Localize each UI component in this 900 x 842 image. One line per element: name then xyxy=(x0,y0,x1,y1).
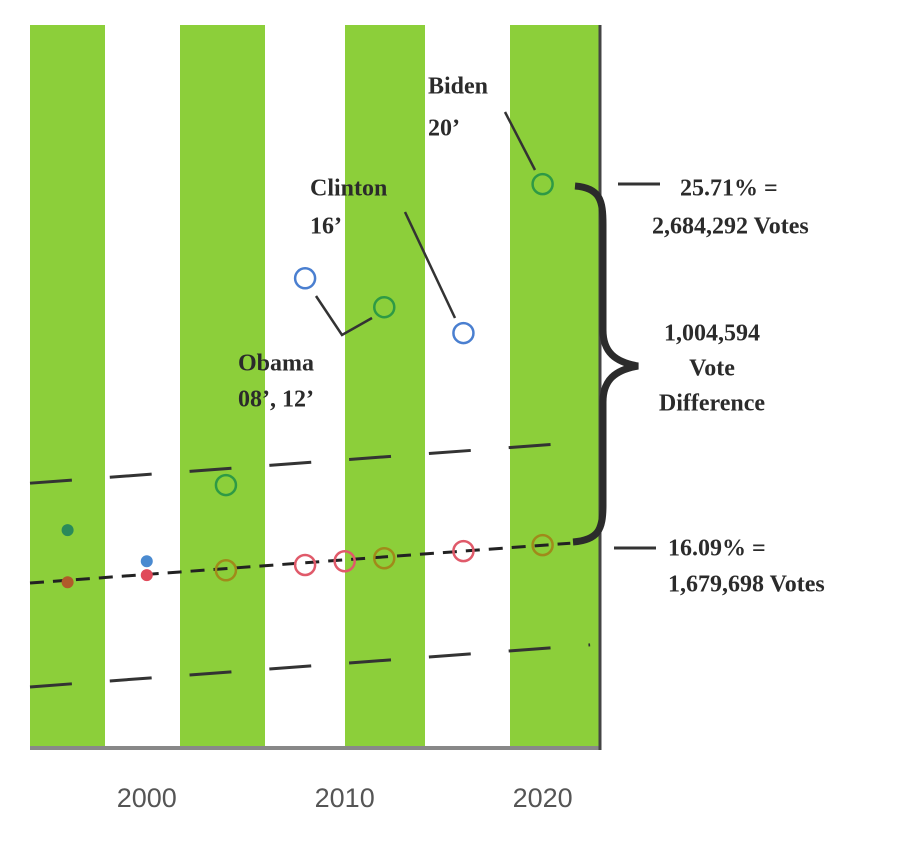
open-marker xyxy=(373,546,396,570)
filled-marker xyxy=(61,524,74,537)
annotation: 20’ xyxy=(428,116,460,142)
trend-line xyxy=(29,441,571,485)
annotation: Vote xyxy=(689,356,735,382)
x-tick-label: 2000 xyxy=(117,783,177,813)
annotation: Biden xyxy=(428,74,488,100)
leaders xyxy=(314,111,660,550)
open-marker xyxy=(373,295,396,319)
annotation: Obama xyxy=(238,351,314,377)
open-marker xyxy=(452,321,475,345)
annotation: 1,004,594 xyxy=(664,321,760,347)
filled-marker xyxy=(140,569,153,582)
annotation: 2,684,292 Votes xyxy=(652,214,809,240)
background-stripes xyxy=(30,25,600,750)
stripe xyxy=(345,25,425,750)
annotation: 1,679,698 Votes xyxy=(668,572,825,598)
x-tick-label: 2010 xyxy=(315,783,375,813)
leader-line xyxy=(503,111,537,171)
open-marker xyxy=(293,267,317,290)
leader-line xyxy=(403,211,457,319)
annotation: 16’ xyxy=(310,214,342,240)
trend-line xyxy=(29,643,591,689)
annotation: 25.71% = xyxy=(680,176,778,202)
brace xyxy=(572,182,639,546)
leader-line xyxy=(314,295,373,337)
open-marker xyxy=(531,172,554,196)
annotation: Clinton xyxy=(310,176,387,202)
filled-marker xyxy=(140,555,153,568)
open-marker xyxy=(293,553,317,577)
stripe xyxy=(510,25,600,750)
open-marker xyxy=(531,533,554,557)
stripe xyxy=(30,25,105,750)
open-marker xyxy=(214,473,238,497)
annotation: 08’, 12’ xyxy=(238,387,314,413)
stripe xyxy=(180,25,265,750)
annotation: Difference xyxy=(659,391,766,417)
open-marker xyxy=(452,539,475,563)
open-marker xyxy=(214,559,238,582)
trend-line xyxy=(29,541,571,585)
filled-marker xyxy=(61,576,74,589)
annotation: 16.09% = xyxy=(668,536,766,562)
open-marker xyxy=(333,549,356,573)
x-tick-label: 2020 xyxy=(513,783,573,813)
